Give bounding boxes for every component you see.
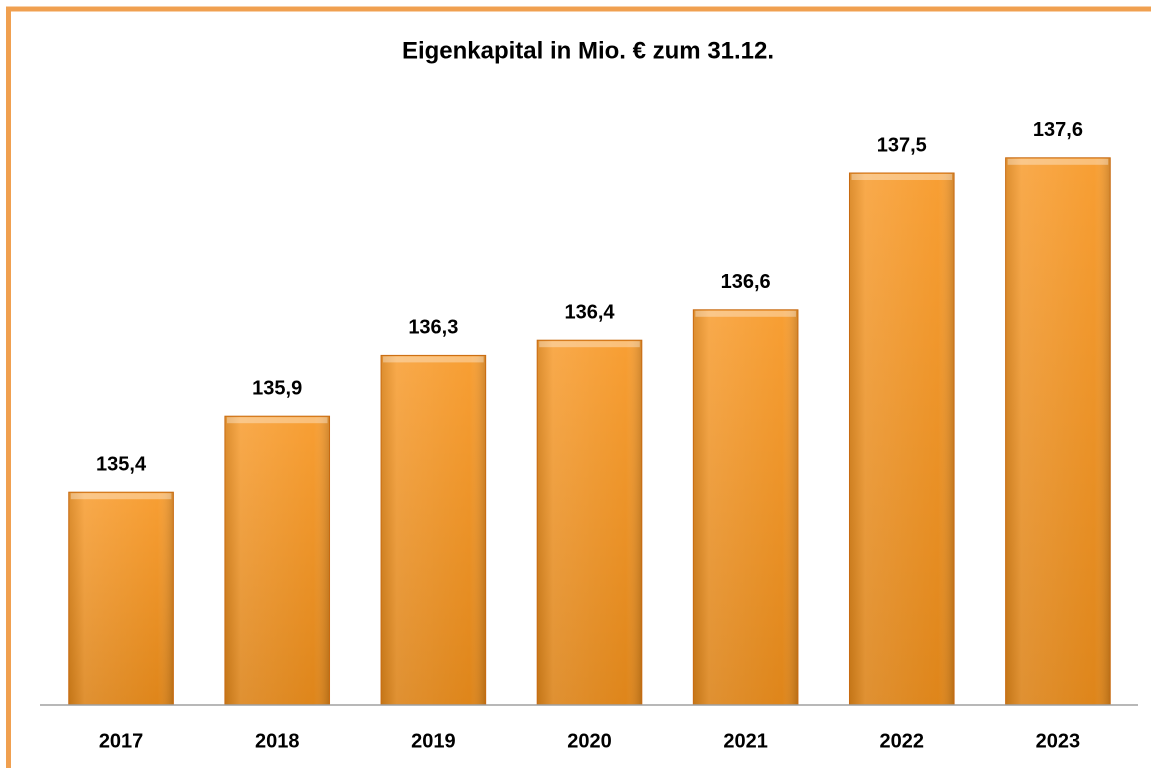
bar-vshade	[224, 416, 330, 705]
bar-bevel	[1007, 158, 1109, 165]
value-label: 135,9	[252, 377, 302, 399]
x-tick-label: 2019	[411, 730, 456, 752]
bars	[68, 157, 1111, 706]
bar-vshade	[693, 309, 798, 705]
x-tick-label: 2023	[1036, 730, 1081, 752]
x-tick-label: 2018	[255, 730, 300, 752]
bar-vshade	[849, 173, 955, 705]
bar-vshade	[381, 355, 486, 705]
value-label: 135,4	[96, 453, 147, 475]
bar-vshade	[537, 340, 642, 705]
value-label: 137,5	[877, 134, 927, 156]
bar-vshade	[68, 492, 174, 705]
value-label: 136,4	[564, 301, 615, 323]
value-label: 136,3	[408, 317, 458, 339]
x-tick-label: 2017	[99, 730, 144, 752]
bar-bevel	[226, 417, 328, 424]
bar-bevel	[539, 341, 640, 348]
bar-vshade	[1005, 157, 1111, 706]
x-tick-label: 2020	[567, 730, 612, 752]
bar-bevel	[383, 356, 484, 363]
x-tick-label: 2021	[723, 730, 768, 752]
value-label: 137,6	[1033, 119, 1083, 141]
chart-title: Eigenkapital in Mio. € zum 31.12.	[402, 37, 774, 64]
bar-bevel	[70, 493, 172, 500]
bar-bevel	[695, 310, 796, 317]
value-label: 136,6	[721, 271, 771, 293]
bar-bevel	[851, 174, 953, 180]
x-tick-label: 2022	[880, 730, 925, 752]
